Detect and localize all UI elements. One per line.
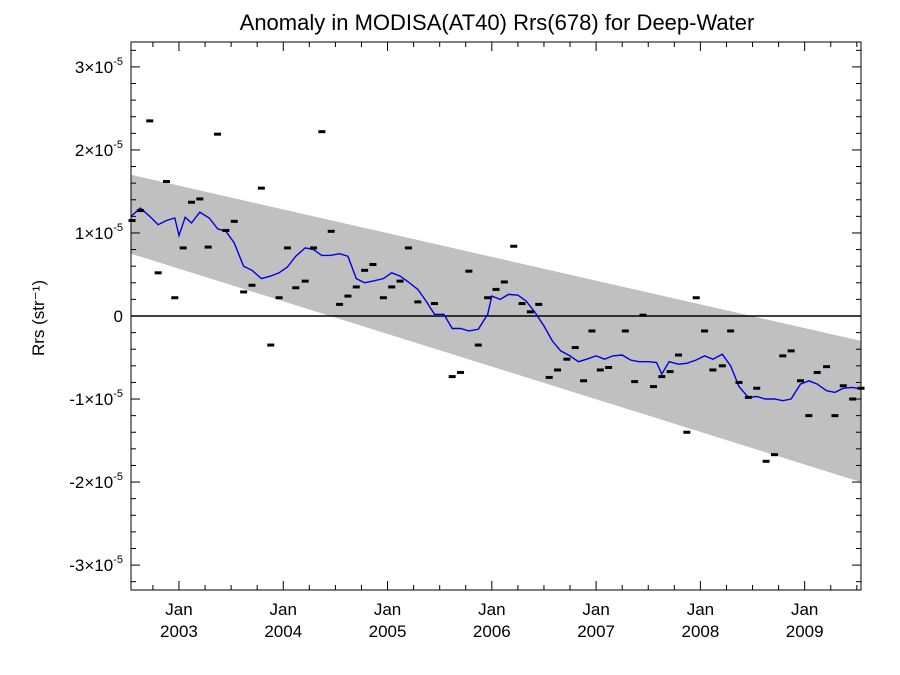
x-tick-month-label: Jan: [582, 600, 609, 619]
running-mean-line: [130, 207, 862, 402]
x-tick-year-label: 2003: [160, 622, 198, 641]
y-tick-label: -2×10-5: [69, 471, 123, 492]
x-tick-month-label: Jan: [687, 600, 714, 619]
confidence-band-area: [131, 174, 861, 483]
y-axis-label: Rrs (str⁻¹): [29, 280, 48, 356]
running-mean-series: [130, 207, 862, 402]
x-tick-month-label: Jan: [165, 600, 192, 619]
y-tick-label: -3×10-5: [69, 554, 123, 575]
y-tick-label: 2×10-5: [75, 139, 123, 160]
x-tick-year-label: 2004: [264, 622, 302, 641]
x-tick-month-label: Jan: [791, 600, 818, 619]
x-tick-year-label: 2007: [577, 622, 615, 641]
x-tick-year-label: 2008: [681, 622, 719, 641]
x-tick-month-label: Jan: [478, 600, 505, 619]
y-tick-label: 3×10-5: [75, 56, 123, 77]
y-tick-label: 1×10-5: [75, 222, 123, 243]
x-tick-year-label: 2005: [369, 622, 407, 641]
x-tick-year-label: 2006: [473, 622, 511, 641]
y-tick-label: -1×10-5: [69, 388, 123, 409]
x-axis: Jan 2003 Jan 2004 Jan 2005 Jan 2006 Jan 2007 Jan 20…: [152, 42, 858, 641]
x-tick-year-label: 2009: [786, 622, 824, 641]
x-tick-month-label: Jan: [270, 600, 297, 619]
chart-title: Anomaly in MODISA(AT40) Rrs(678) for Dee…: [240, 10, 755, 35]
y-tick-label: 0: [114, 307, 123, 326]
x-tick-month-label: Jan: [374, 600, 401, 619]
y-axis: 3×10-5 2×10-5 1×10-5 0 -1×10-5 -2×10-5 -3×10-5: [69, 49, 861, 583]
confidence-band: [131, 174, 861, 483]
